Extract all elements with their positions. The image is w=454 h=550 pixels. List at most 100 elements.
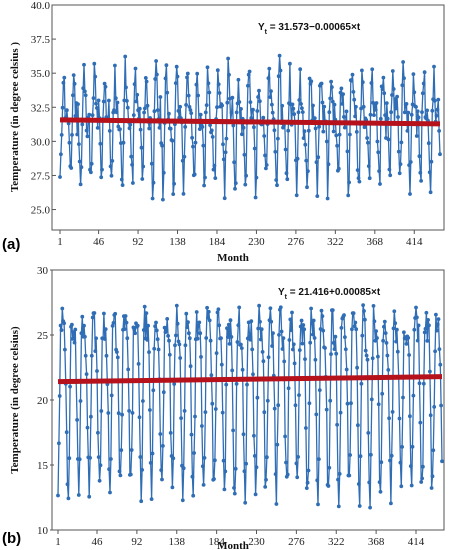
data-point-b [419, 480, 424, 484]
data-point-b [230, 368, 235, 373]
data-point-b [337, 472, 342, 476]
data-point-a [124, 85, 128, 90]
data-point-a [356, 176, 361, 181]
data-point-a [351, 90, 356, 94]
data-point-a [286, 128, 291, 133]
data-point-b [155, 337, 160, 342]
data-point-b [139, 499, 144, 504]
data-point-b [204, 336, 209, 340]
data-point-a [291, 106, 296, 111]
y-tick-label-b: 15 [37, 460, 49, 472]
series-marks-b [56, 303, 444, 510]
data-point-a [243, 182, 248, 187]
data-point-b [196, 323, 201, 328]
data-point-b [257, 303, 261, 308]
data-point-b [306, 468, 311, 473]
data-point-b [195, 336, 200, 341]
data-point-a [409, 112, 414, 117]
data-point-a [237, 100, 242, 104]
data-point-a [183, 125, 188, 129]
data-point-a [147, 126, 152, 131]
data-point-b [151, 388, 156, 393]
data-point-a [420, 91, 425, 96]
data-point-b [148, 461, 153, 465]
data-point-b [180, 498, 185, 503]
data-point-a [59, 152, 63, 157]
y-tick-label-a: 35.0 [31, 68, 51, 80]
data-point-a [61, 80, 66, 85]
data-point-a [322, 104, 327, 109]
data-point-b [188, 364, 193, 369]
data-point-a [221, 142, 225, 147]
data-point-a [90, 113, 95, 118]
data-point-a [135, 92, 140, 97]
y-tick-label-a: 27.5 [31, 170, 51, 182]
ticks-a: 25.0 27.5 30.0 32.5 35.0 37.5 40.0 1 46 92 138 184 2… [31, 0, 423, 248]
x-tick-label-b: 230 [248, 536, 265, 548]
data-point-a [414, 105, 418, 109]
data-point-a [426, 141, 431, 146]
data-point-b [386, 368, 391, 372]
data-point-b [258, 319, 262, 324]
data-point-a [221, 157, 226, 162]
data-point-a [341, 92, 345, 96]
data-point-b [356, 423, 360, 428]
data-point-a [168, 126, 173, 131]
data-point-b [288, 317, 293, 322]
data-point-b [251, 372, 255, 377]
data-point-b [174, 303, 179, 308]
data-point-b [379, 460, 384, 465]
data-point-b [110, 324, 115, 328]
data-point-a [224, 136, 229, 141]
data-point-a [108, 164, 113, 169]
data-point-b [85, 425, 90, 430]
data-point-b [103, 327, 108, 331]
data-point-b [303, 357, 307, 361]
data-point-a [172, 181, 177, 186]
data-point-a [369, 81, 374, 85]
data-point-a [411, 72, 416, 76]
data-point-a [131, 181, 135, 185]
data-point-b [162, 325, 167, 330]
data-point-b [64, 430, 69, 435]
data-point-b [400, 445, 404, 449]
data-point-a [415, 109, 420, 114]
data-point-a [139, 145, 144, 150]
data-point-b [355, 365, 359, 370]
data-point-b [92, 311, 97, 315]
x-tick-label-b: 92 [131, 536, 142, 548]
data-point-b [199, 355, 203, 359]
data-point-b [369, 452, 373, 457]
data-point-b [335, 422, 339, 427]
data-point-b [289, 328, 294, 333]
data-point-a [360, 80, 365, 85]
data-point-b [248, 337, 253, 342]
data-point-a [208, 123, 213, 127]
data-point-a [378, 116, 383, 121]
data-point-b [250, 347, 255, 352]
data-point-b [362, 309, 366, 313]
data-point-a [143, 106, 147, 111]
data-point-b [170, 485, 175, 490]
data-point-b [253, 492, 258, 497]
data-point-b [378, 489, 383, 494]
data-point-a [305, 185, 309, 190]
data-point-b [374, 329, 378, 333]
data-point-a [414, 134, 419, 138]
data-point-a [202, 183, 207, 188]
x-tick-label-a: 92 [133, 236, 144, 248]
data-point-b [437, 347, 442, 351]
data-point-b [89, 414, 93, 419]
trend-line-a [59, 117, 441, 127]
data-point-a [298, 67, 303, 72]
data-point-b [312, 336, 317, 340]
data-point-a [373, 107, 378, 112]
data-point-b [236, 323, 241, 328]
data-point-a [129, 154, 134, 159]
data-point-a [438, 152, 442, 157]
data-point-b [282, 359, 287, 364]
data-point-b [142, 304, 147, 309]
data-point-a [186, 93, 191, 98]
data-point-b [241, 432, 246, 437]
data-point-a [164, 63, 169, 68]
